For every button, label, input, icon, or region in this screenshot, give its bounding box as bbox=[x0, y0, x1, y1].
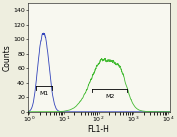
Text: M2: M2 bbox=[105, 94, 115, 99]
Y-axis label: Counts: Counts bbox=[3, 44, 12, 71]
X-axis label: FL1-H: FL1-H bbox=[88, 125, 110, 134]
Text: M1: M1 bbox=[39, 91, 48, 96]
